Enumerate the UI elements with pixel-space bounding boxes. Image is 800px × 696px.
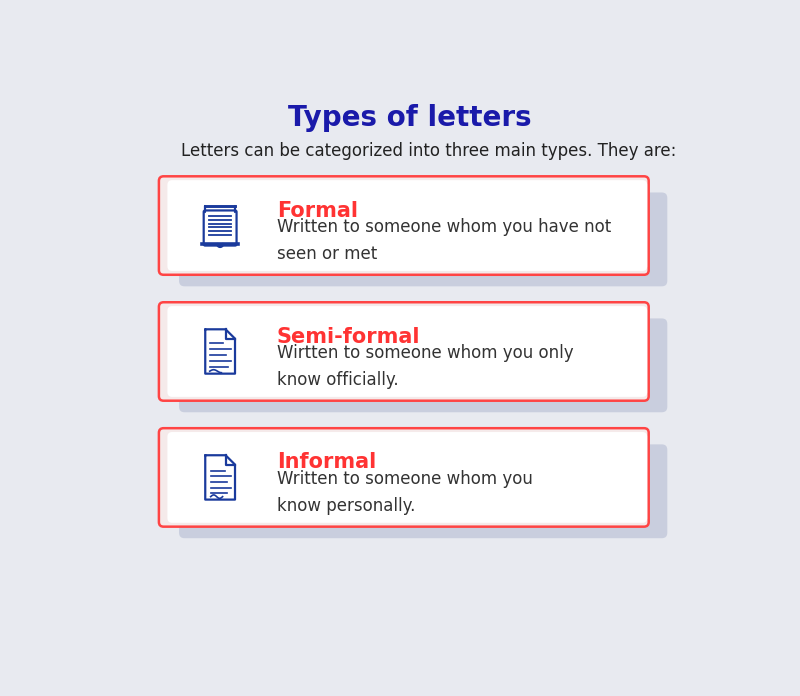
FancyBboxPatch shape: [179, 318, 667, 412]
FancyBboxPatch shape: [179, 193, 667, 286]
FancyBboxPatch shape: [167, 180, 647, 271]
Text: Written to someone whom you
know personally.: Written to someone whom you know persona…: [277, 470, 533, 514]
Text: Written to someone whom you have not
seen or met: Written to someone whom you have not see…: [277, 219, 611, 262]
FancyBboxPatch shape: [159, 176, 649, 275]
Text: Letters can be categorized into three main types. They are:: Letters can be categorized into three ma…: [181, 141, 676, 159]
Text: Types of letters: Types of letters: [288, 104, 532, 132]
FancyBboxPatch shape: [179, 444, 667, 538]
Text: Semi-formal: Semi-formal: [277, 326, 420, 347]
Text: Informal: Informal: [277, 452, 376, 473]
Text: Formal: Formal: [277, 200, 358, 221]
Text: Wirtten to someone whom you only
know officially.: Wirtten to someone whom you only know of…: [277, 345, 574, 388]
FancyBboxPatch shape: [159, 302, 649, 401]
FancyBboxPatch shape: [167, 432, 647, 523]
FancyBboxPatch shape: [167, 306, 647, 397]
FancyBboxPatch shape: [159, 428, 649, 527]
